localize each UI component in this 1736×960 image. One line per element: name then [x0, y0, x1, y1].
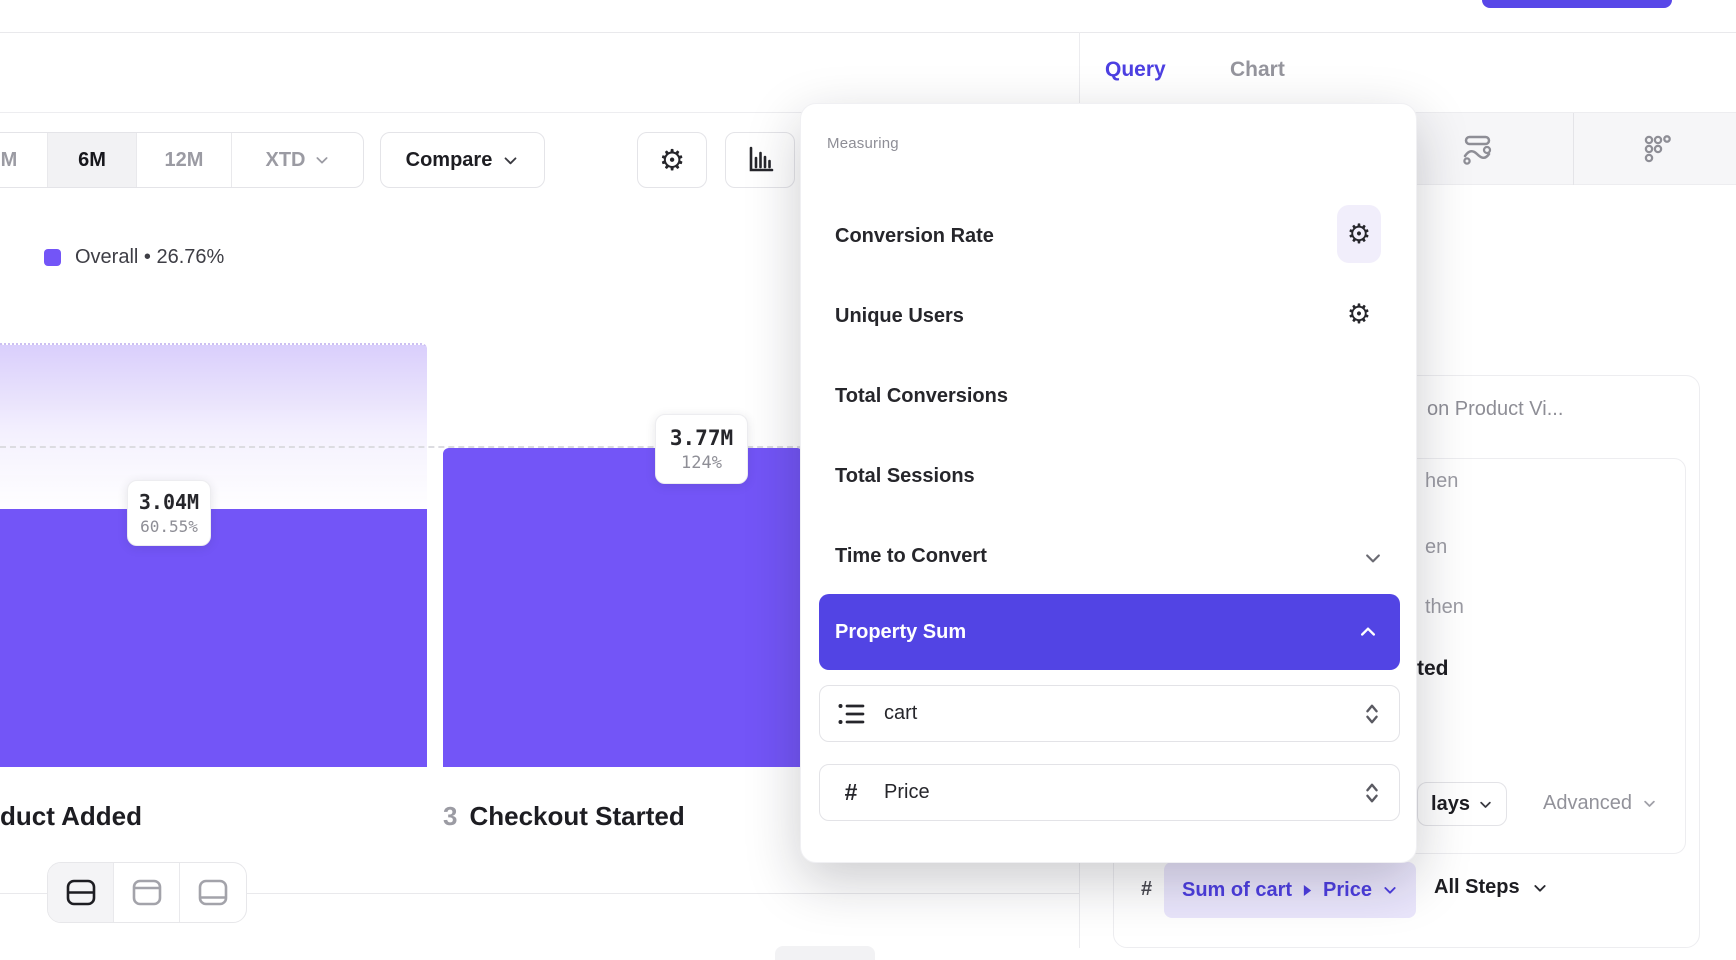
property-event-select[interactable]: cart — [819, 685, 1400, 742]
gear-icon: ⚙ — [659, 142, 685, 177]
bar-chart-icon — [749, 146, 774, 172]
step-row-fragment: hen — [1425, 470, 1459, 492]
bottom-panel-icon — [198, 879, 228, 906]
chevron-down-icon — [315, 157, 328, 164]
menu-item-conversion-rate[interactable]: Conversion Rate — [835, 225, 994, 247]
steps-card-header-fragment: on Product Vi... — [1427, 398, 1564, 420]
unique-users-settings-button[interactable]: ⚙ — [1337, 285, 1381, 343]
measuring-popover: Measuring Conversion Rate Unique Users T… — [800, 103, 1417, 863]
step-row-fragment: then — [1425, 596, 1464, 618]
menu-item-total-sessions[interactable]: Total Sessions — [835, 465, 975, 487]
top-panel-icon — [132, 879, 161, 906]
tab-query[interactable]: Query — [1105, 58, 1166, 81]
split-rows-icon — [66, 879, 95, 906]
step-number: 3 — [443, 801, 458, 831]
value-callout-checkout-started: 3.77M 124% — [655, 414, 748, 484]
legend-label[interactable]: Overall • 26.76% — [75, 246, 225, 268]
step-row-fragment: en — [1425, 536, 1448, 558]
funnel-bar-product-added[interactable] — [0, 509, 427, 767]
list-icon — [838, 703, 865, 724]
flows-view-button[interactable] — [1461, 133, 1494, 166]
time-range-m[interactable]: M — [0, 133, 48, 187]
toolbar-divider — [1573, 113, 1574, 185]
step-label-product-added: duct Added — [0, 801, 143, 831]
chevron-down-icon — [1384, 887, 1396, 894]
gear-icon: ⚙ — [1346, 218, 1372, 250]
menu-item-property-sum-selected[interactable]: Property Sum — [819, 594, 1400, 670]
chart-footer-divider — [0, 893, 1079, 894]
value-callout-product-added: 3.04M 60.55% — [127, 480, 211, 546]
property-select[interactable]: # Price — [819, 764, 1400, 821]
popover-title: Measuring — [827, 135, 899, 152]
menu-item-unique-users[interactable]: Unique Users — [835, 305, 964, 327]
funnel-bar-checkout-started[interactable] — [443, 448, 803, 767]
unfold-arrows-icon — [1366, 704, 1378, 723]
header-divider — [0, 32, 1736, 33]
step-label-checkout-started: 3 Checkout Started — [443, 801, 685, 831]
menu-item-total-conversions[interactable]: Total Conversions — [835, 385, 1008, 407]
step-row-fragment-active: ted — [1417, 657, 1449, 680]
conversion-rate-settings-button[interactable]: ⚙ — [1337, 205, 1381, 263]
chevron-down-icon[interactable] — [1363, 548, 1383, 568]
dots-grid-icon — [1644, 135, 1671, 163]
gear-icon: ⚙ — [1346, 298, 1372, 330]
menu-item-time-to-convert[interactable]: Time to Convert — [835, 545, 987, 567]
chevron-down-icon — [1533, 884, 1546, 892]
hash-icon: # — [844, 779, 858, 805]
chart-settings-button[interactable]: ⚙ — [637, 132, 707, 188]
funnel-ghost-bar-product-added — [0, 343, 427, 511]
layout-split-rows-button[interactable] — [48, 863, 114, 922]
metrics-view-button[interactable] — [1641, 133, 1674, 166]
bottom-cut-fragment — [775, 946, 875, 960]
delays-dropdown-fragment[interactable]: lays — [1417, 782, 1507, 826]
layout-top-panel-button[interactable] — [114, 863, 180, 922]
primary-action-button-fragment[interactable] — [1482, 0, 1672, 8]
chevron-down-icon — [1644, 800, 1655, 807]
sum-of-property-chip[interactable]: Sum of cart Price — [1164, 862, 1416, 918]
chevron-up-icon — [1361, 627, 1375, 636]
time-range-xtd[interactable]: XTD — [232, 133, 363, 187]
layout-bottom-panel-button[interactable] — [180, 863, 246, 922]
caret-right-icon — [1303, 884, 1312, 896]
funnel-layout-switcher — [47, 862, 247, 923]
tab-chart[interactable]: Chart — [1230, 58, 1285, 81]
chevron-down-icon — [1480, 801, 1491, 808]
chart-type-button[interactable] — [725, 132, 795, 188]
chevron-down-icon — [504, 156, 517, 164]
all-steps-dropdown[interactable]: All Steps — [1434, 876, 1548, 899]
flows-icon — [1463, 135, 1492, 165]
time-range-12m[interactable]: 12M — [137, 133, 232, 187]
legend-swatch — [44, 249, 61, 266]
advanced-dropdown[interactable]: Advanced — [1543, 792, 1657, 815]
compare-button[interactable]: Compare — [380, 132, 545, 188]
reference-dashed-line — [0, 446, 803, 448]
hash-icon: # — [1141, 878, 1153, 900]
unfold-arrows-icon — [1366, 783, 1378, 802]
time-range-6m[interactable]: 6M — [48, 133, 137, 187]
time-range-segmented-control: M 6M 12M XTD — [0, 132, 364, 188]
